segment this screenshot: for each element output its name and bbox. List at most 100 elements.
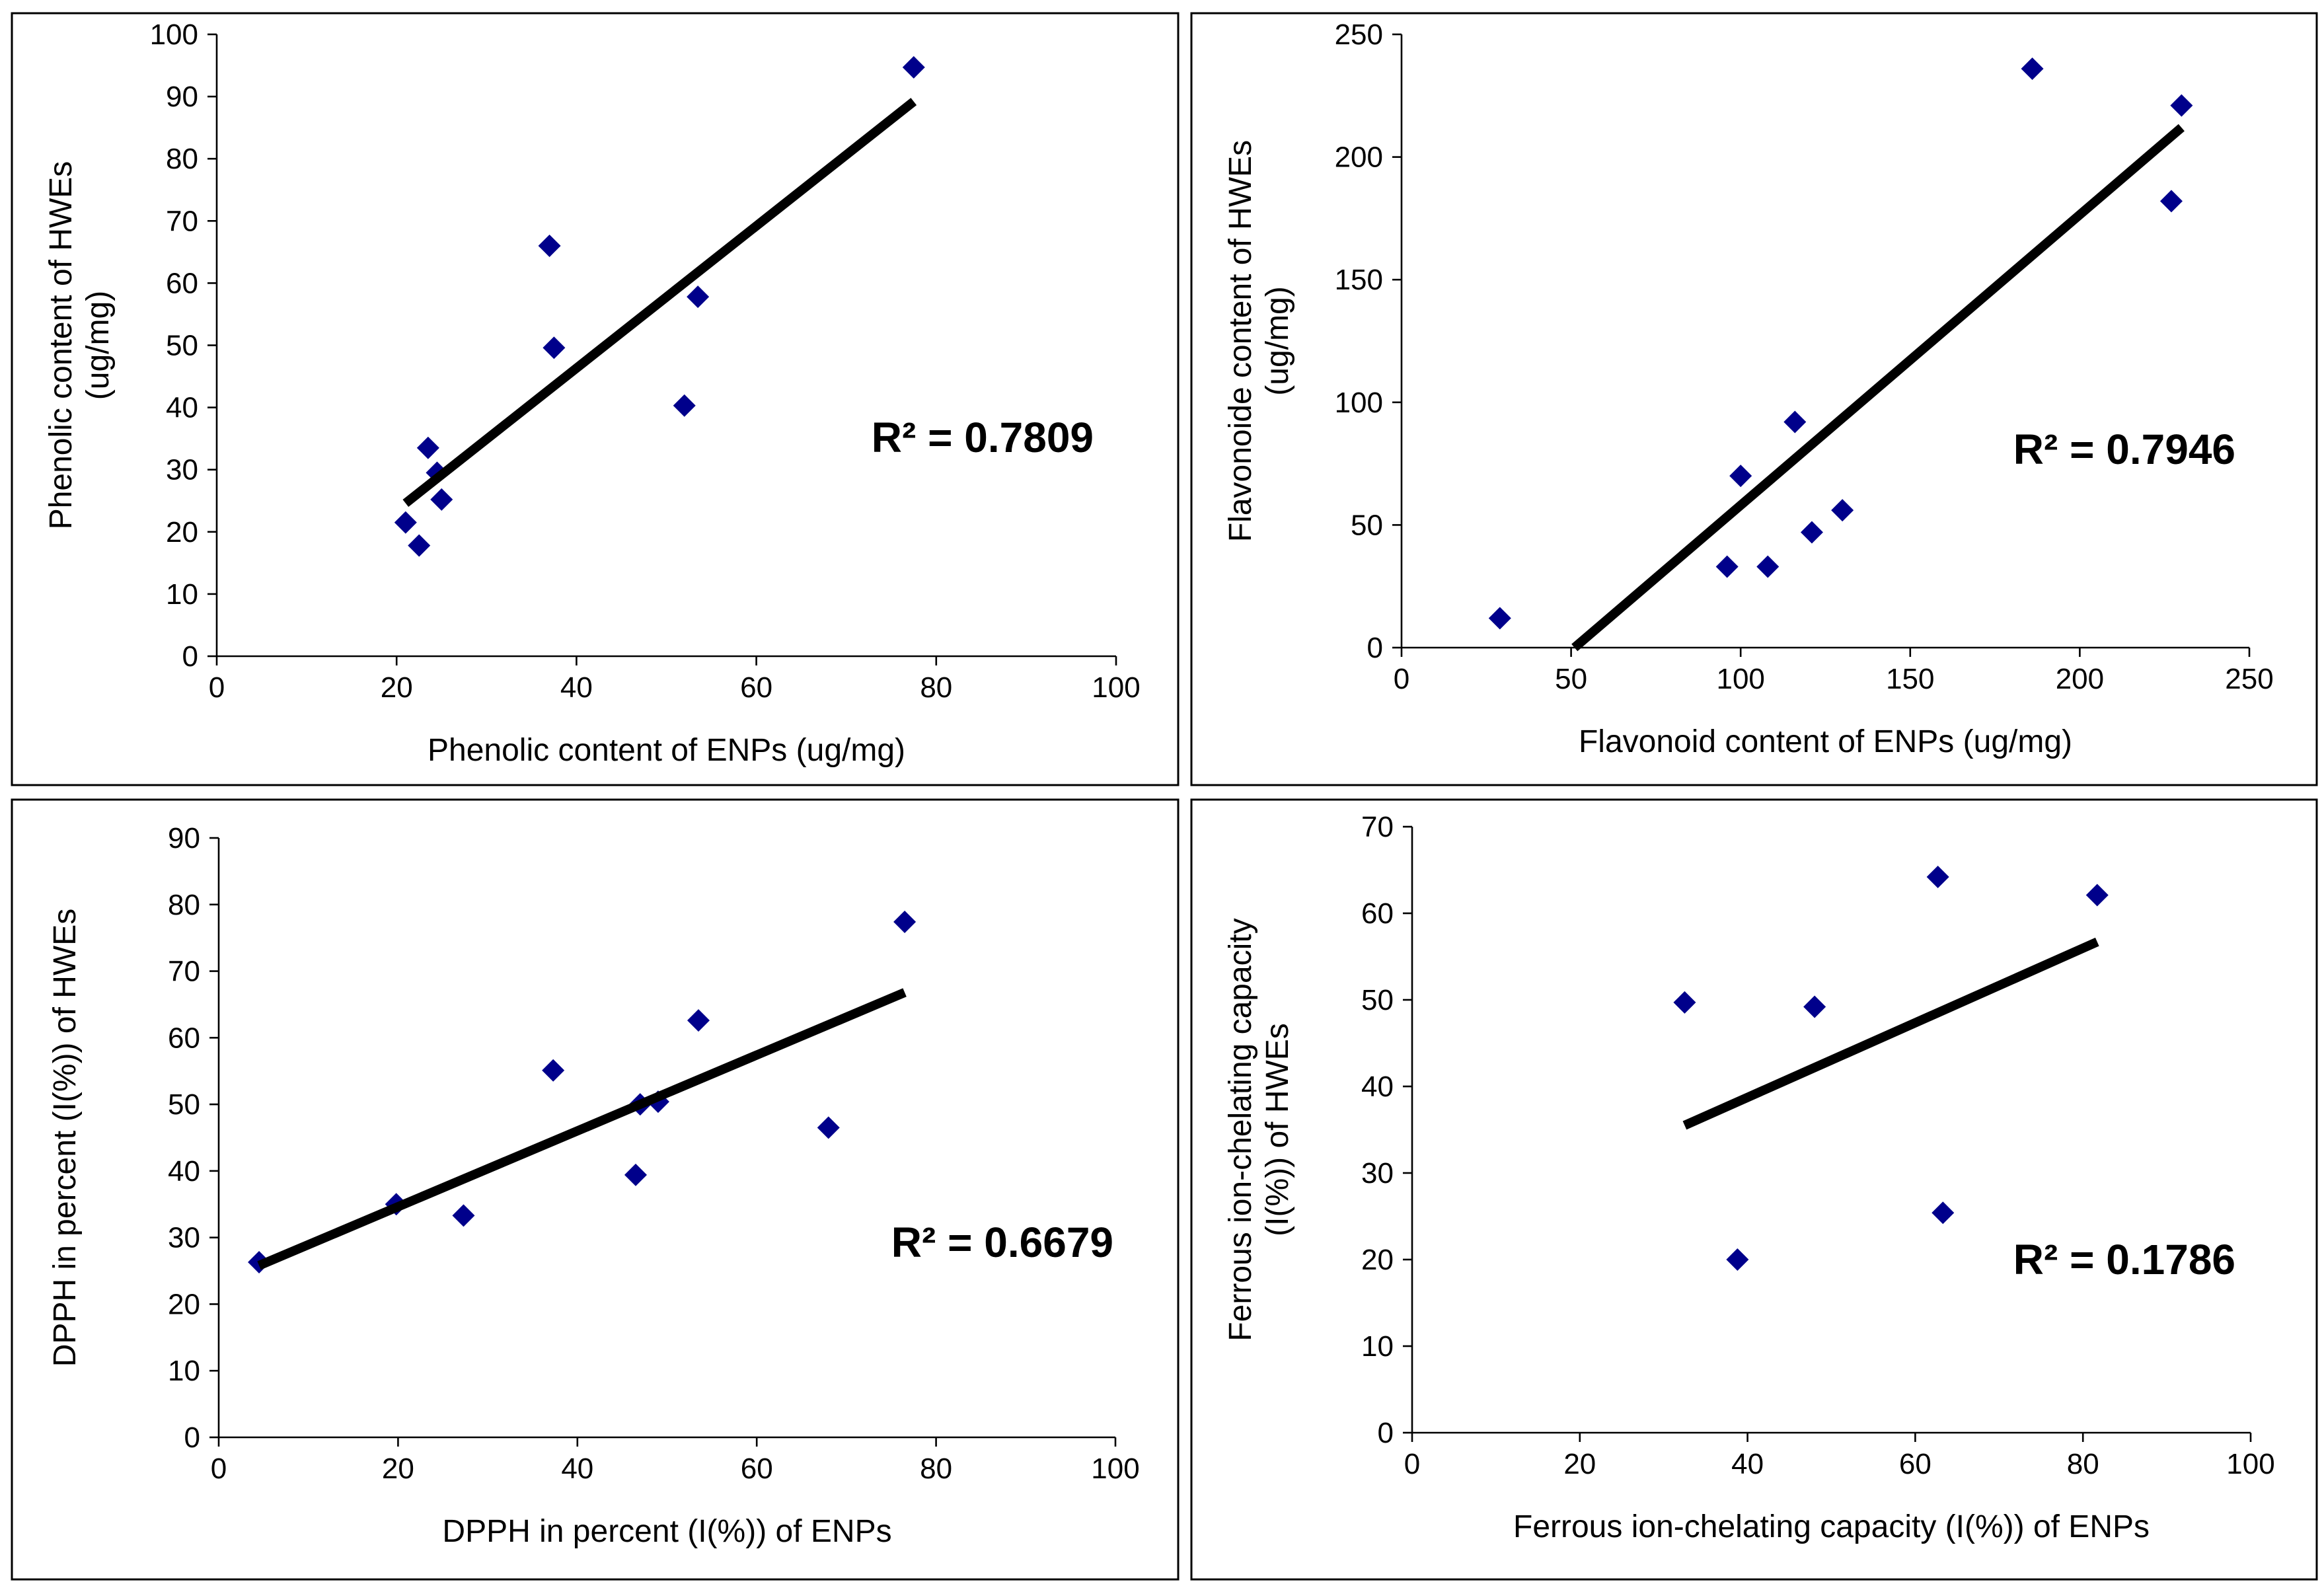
x-tick-label: 60 bbox=[1899, 1448, 1931, 1480]
y-tick-label: 50 bbox=[166, 330, 198, 362]
y-tick-label: 30 bbox=[168, 1222, 200, 1254]
y-tick-label: 10 bbox=[168, 1355, 200, 1387]
x-axis-title: Ferrous ion-chelating capacity (I(%)) of… bbox=[1513, 1509, 2150, 1544]
data-point-marker bbox=[1783, 410, 1807, 434]
data-point-marker bbox=[2021, 57, 2044, 80]
panel-frame bbox=[11, 798, 1180, 1581]
data-point-marker bbox=[542, 1059, 565, 1082]
trendline bbox=[402, 98, 917, 508]
y-tick-label: 20 bbox=[1361, 1244, 1394, 1276]
data-point-marker bbox=[2170, 94, 2193, 117]
x-tick-label: 60 bbox=[741, 1453, 773, 1485]
y-axis-title: (ug/mg) bbox=[1260, 286, 1295, 395]
y-tick-label: 10 bbox=[1361, 1330, 1394, 1363]
x-tick-label: 80 bbox=[920, 671, 952, 704]
y-tick-label: 40 bbox=[168, 1155, 200, 1188]
y-axis-title: Phenolic content of HWEs bbox=[44, 161, 79, 530]
data-point-marker bbox=[1803, 995, 1826, 1018]
data-point-marker bbox=[1931, 1201, 1955, 1225]
x-tick-label: 60 bbox=[740, 671, 772, 704]
data-point-marker bbox=[687, 1009, 710, 1032]
data-point-marker bbox=[408, 534, 431, 557]
x-axis-title: DPPH in percent (I(%)) of ENPs bbox=[442, 1514, 891, 1549]
data-point-marker bbox=[1800, 521, 1823, 544]
y-tick-label: 40 bbox=[1361, 1071, 1394, 1103]
data-point-marker bbox=[452, 1204, 475, 1227]
x-tick-label: 200 bbox=[2056, 663, 2104, 695]
y-tick-label: 30 bbox=[1361, 1157, 1394, 1190]
x-tick-label: 50 bbox=[1555, 663, 1587, 695]
data-point-marker bbox=[543, 336, 566, 359]
data-point-marker bbox=[1729, 465, 1752, 488]
data-point-marker bbox=[1673, 991, 1696, 1014]
y-tick-label: 70 bbox=[1361, 811, 1394, 843]
x-tick-label: 40 bbox=[1731, 1448, 1764, 1480]
y-tick-label: 70 bbox=[166, 205, 198, 237]
data-point-marker bbox=[416, 436, 439, 459]
y-tick-label: 100 bbox=[150, 19, 198, 51]
r-squared-label: R² = 0.7946 bbox=[2013, 426, 2235, 473]
x-tick-label: 100 bbox=[1091, 1453, 1139, 1485]
y-tick-label: 100 bbox=[1335, 387, 1383, 419]
data-point-marker bbox=[902, 56, 925, 79]
y-tick-label: 60 bbox=[166, 267, 198, 299]
panel-dpph: 0 20 40 60 80 100 0 10 20 30 40 50 60 70 80 90 DPPH in p… bbox=[11, 798, 1180, 1581]
y-axis-title: (I(%)) of HWEs bbox=[1260, 1023, 1295, 1236]
panel-frame bbox=[1190, 12, 2318, 786]
y-tick-label: 150 bbox=[1335, 264, 1383, 296]
y-tick-label: 90 bbox=[166, 81, 198, 113]
x-tick-label: 100 bbox=[2226, 1448, 2274, 1480]
y-tick-label: 60 bbox=[1361, 897, 1394, 930]
y-tick-label: 0 bbox=[1367, 632, 1383, 664]
y-tick-label: 80 bbox=[166, 143, 198, 175]
y-tick-label: 20 bbox=[166, 516, 198, 548]
y-tick-label: 70 bbox=[168, 956, 200, 988]
data-point-marker bbox=[1926, 865, 1949, 888]
y-tick-label: 50 bbox=[168, 1088, 200, 1121]
y-tick-label: 60 bbox=[168, 1022, 200, 1054]
trendline bbox=[1571, 124, 2185, 652]
y-tick-label: 200 bbox=[1335, 141, 1383, 174]
x-tick-label: 0 bbox=[209, 671, 225, 704]
trendline bbox=[1682, 937, 2099, 1130]
y-tick-label: 10 bbox=[166, 578, 198, 611]
data-point-marker bbox=[1488, 607, 1511, 630]
x-tick-label: 0 bbox=[211, 1453, 227, 1485]
data-point-marker bbox=[1831, 499, 1854, 522]
y-tick-label: 50 bbox=[1361, 984, 1394, 1016]
panel-ferrous: 0 20 40 60 80 100 0 10 20 30 40 50 60 70 Ferrous ion-c… bbox=[1190, 798, 2318, 1581]
data-point-marker bbox=[1726, 1248, 1749, 1271]
x-tick-label: 20 bbox=[381, 671, 413, 704]
trendline bbox=[257, 988, 907, 1270]
r-squared-label: R² = 0.6679 bbox=[891, 1219, 1113, 1266]
panel-phenolic: 0 20 40 60 80 100 0 10 20 30 40 50 60 70 80 90 100 Phenol… bbox=[11, 12, 1180, 786]
x-tick-label: 20 bbox=[382, 1453, 414, 1485]
data-point-marker bbox=[817, 1116, 840, 1139]
panel-frame bbox=[1190, 798, 2318, 1581]
data-point-marker bbox=[1715, 555, 1739, 578]
y-tick-label: 80 bbox=[168, 889, 200, 921]
x-tick-label: 100 bbox=[1092, 671, 1140, 704]
y-tick-label: 90 bbox=[168, 822, 200, 854]
x-tick-label: 0 bbox=[1404, 1448, 1420, 1480]
y-axis-title: Ferrous ion-chelating capacity bbox=[1223, 918, 1258, 1341]
data-point-marker bbox=[1756, 555, 1780, 578]
y-axis-title: (ug/mg) bbox=[81, 291, 116, 400]
x-tick-label: 80 bbox=[920, 1453, 952, 1485]
x-tick-label: 0 bbox=[1394, 663, 1409, 695]
data-point-marker bbox=[673, 394, 696, 417]
y-tick-label: 0 bbox=[184, 1421, 200, 1454]
x-tick-label: 150 bbox=[1886, 663, 1934, 695]
x-tick-label: 80 bbox=[2067, 1448, 2099, 1480]
r-squared-label: R² = 0.1786 bbox=[2013, 1236, 2235, 1283]
y-tick-label: 40 bbox=[166, 392, 198, 424]
y-tick-label: 20 bbox=[168, 1288, 200, 1320]
y-axis-title: DPPH in percent (I(%)) of HWEs bbox=[48, 909, 83, 1367]
data-point-marker bbox=[394, 511, 417, 534]
data-point-marker bbox=[2085, 884, 2109, 907]
x-tick-label: 40 bbox=[560, 671, 593, 704]
data-point-marker bbox=[538, 234, 561, 257]
x-tick-label: 100 bbox=[1716, 663, 1764, 695]
panel-flavonoid: 0 50 100 150 200 250 0 50 100 150 200 250 Flavonoid … bbox=[1190, 12, 2318, 786]
